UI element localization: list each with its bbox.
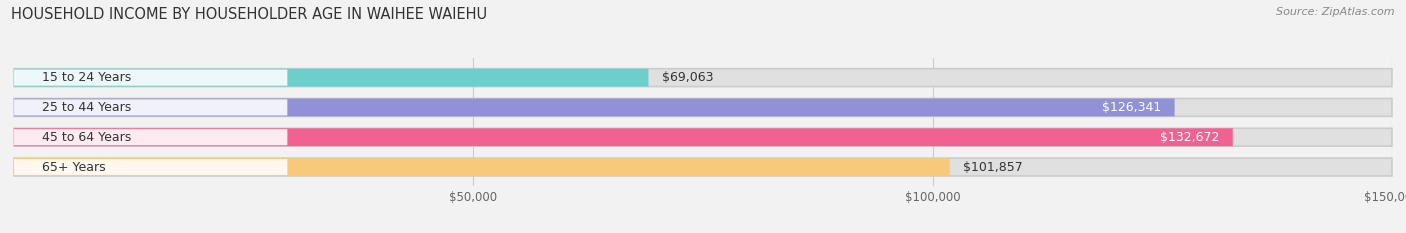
Text: 15 to 24 Years: 15 to 24 Years	[42, 71, 131, 84]
Text: $132,672: $132,672	[1160, 131, 1219, 144]
Text: 45 to 64 Years: 45 to 64 Years	[42, 131, 131, 144]
FancyBboxPatch shape	[14, 129, 287, 145]
FancyBboxPatch shape	[14, 128, 1233, 146]
Text: 25 to 44 Years: 25 to 44 Years	[42, 101, 131, 114]
Text: $126,341: $126,341	[1101, 101, 1161, 114]
FancyBboxPatch shape	[14, 69, 1392, 87]
FancyBboxPatch shape	[14, 70, 287, 86]
FancyBboxPatch shape	[14, 99, 1174, 116]
FancyBboxPatch shape	[14, 158, 949, 176]
FancyBboxPatch shape	[14, 99, 1392, 116]
FancyBboxPatch shape	[14, 159, 287, 175]
FancyBboxPatch shape	[14, 99, 287, 116]
Text: HOUSEHOLD INCOME BY HOUSEHOLDER AGE IN WAIHEE WAIEHU: HOUSEHOLD INCOME BY HOUSEHOLDER AGE IN W…	[11, 7, 488, 22]
Text: $101,857: $101,857	[963, 161, 1024, 174]
Text: Source: ZipAtlas.com: Source: ZipAtlas.com	[1277, 7, 1395, 17]
FancyBboxPatch shape	[14, 158, 1392, 176]
Text: 65+ Years: 65+ Years	[42, 161, 105, 174]
Text: $69,063: $69,063	[662, 71, 714, 84]
FancyBboxPatch shape	[14, 69, 648, 87]
FancyBboxPatch shape	[14, 128, 1392, 146]
